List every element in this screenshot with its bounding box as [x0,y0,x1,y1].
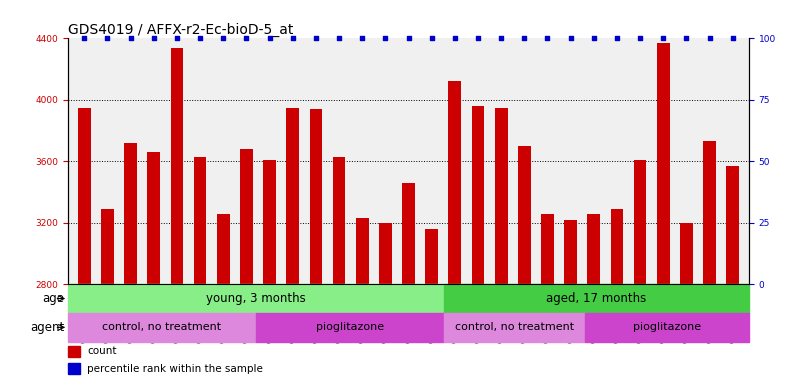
Bar [703,141,716,384]
Bar [425,229,438,384]
Point [379,35,392,41]
Text: control, no treatment: control, no treatment [103,322,222,333]
Bar [402,183,415,384]
Bar [68,313,256,342]
Text: age: age [42,292,64,305]
Point [727,35,739,41]
Text: count: count [87,346,117,356]
Text: pioglitazone: pioglitazone [633,322,701,333]
Bar [68,363,80,374]
Bar [68,284,444,313]
Point [332,35,345,41]
Bar [194,157,207,384]
Text: aged, 17 months: aged, 17 months [546,292,646,305]
Point [78,35,91,41]
Point [217,35,230,41]
Bar [124,143,137,384]
Point [657,35,670,41]
Bar [309,109,322,384]
Point [171,35,183,41]
Point [541,35,553,41]
Point [703,35,716,41]
Bar [727,166,739,384]
Text: percentile rank within the sample: percentile rank within the sample [87,364,263,374]
Bar [217,214,230,384]
Bar [286,108,299,384]
Bar [444,313,585,342]
Point [449,35,461,41]
Bar [68,346,80,357]
Bar [680,223,693,384]
Text: GDS4019 / AFFX-r2-Ec-bioD-5_at: GDS4019 / AFFX-r2-Ec-bioD-5_at [68,23,293,37]
Point [425,35,438,41]
Point [264,35,276,41]
Bar [101,209,114,384]
Bar [444,284,749,313]
Bar [495,108,508,384]
Bar [657,43,670,384]
Bar [585,313,749,342]
Point [309,35,322,41]
Bar [240,149,253,384]
Bar [264,160,276,384]
Bar [171,48,183,384]
Bar [518,146,531,384]
Point [564,35,577,41]
Text: control, no treatment: control, no treatment [455,322,574,333]
Point [402,35,415,41]
Point [472,35,485,41]
Bar [610,209,623,384]
Text: young, 3 months: young, 3 months [206,292,306,305]
Bar [449,81,461,384]
Point [286,35,299,41]
Point [124,35,137,41]
Bar [564,220,577,384]
Bar [78,108,91,384]
Bar [472,106,485,384]
Point [240,35,253,41]
Text: pioglitazone: pioglitazone [316,322,384,333]
Point [610,35,623,41]
Bar [356,218,368,384]
Point [495,35,508,41]
Bar [587,214,600,384]
Bar [256,313,444,342]
Point [194,35,207,41]
Point [587,35,600,41]
Point [518,35,531,41]
Point [680,35,693,41]
Point [101,35,114,41]
Text: agent: agent [30,321,64,334]
Bar [147,152,160,384]
Bar [634,160,646,384]
Point [634,35,646,41]
Point [147,35,160,41]
Bar [332,157,345,384]
Bar [379,223,392,384]
Point [356,35,368,41]
Bar [541,214,553,384]
